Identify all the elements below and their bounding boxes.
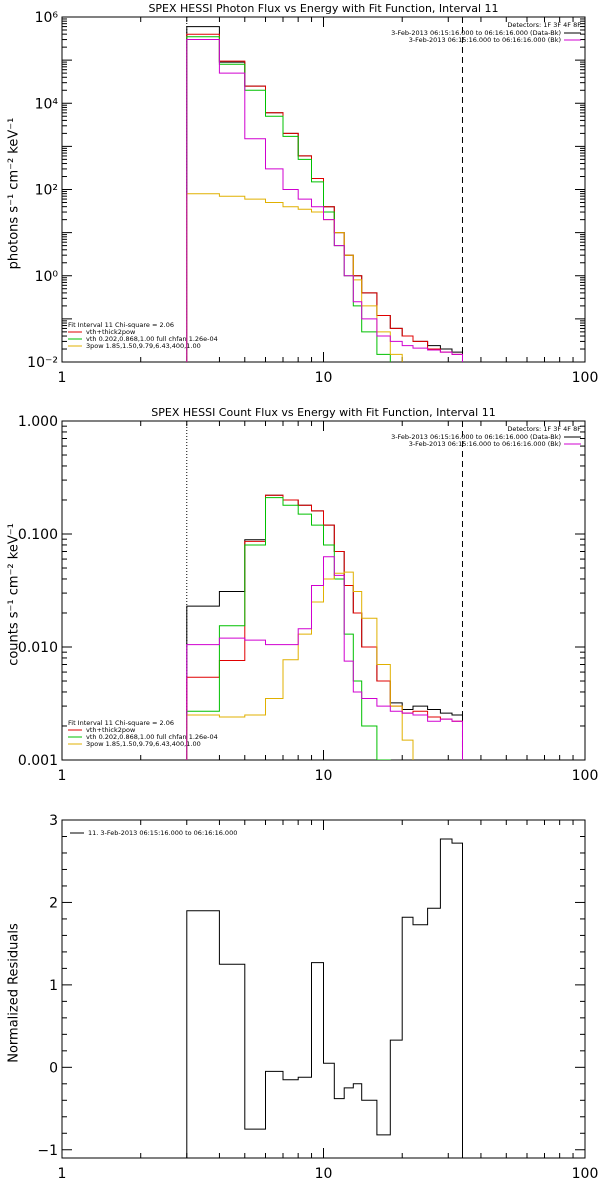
legend-header: Detectors: 1F 3F 4F 8F (507, 21, 581, 29)
photon-flux-panel: SPEX HESSI Photon Flux vs Energy with Fi… (7, 2, 599, 386)
y-tick-label: 0.100 (18, 527, 58, 543)
x-tick-label: 100 (572, 768, 599, 784)
y-tick-label: 10⁰ (35, 269, 59, 285)
x-tick-label: 100 (572, 370, 599, 386)
y-tick-label: 0 (49, 1060, 58, 1076)
y-tick-label: 0.001 (18, 753, 58, 769)
series-line-4 (186, 39, 463, 362)
legend-entry: 3pow 1.85,1.50,9.79,6.43,400,1.00 (86, 342, 201, 350)
series-line-0 (186, 838, 463, 1158)
legend-entry: 3pow 1.85,1.50,9.79,6.43,400,1.00 (86, 740, 201, 748)
x-tick-label: 10 (315, 768, 333, 784)
series-line-2 (186, 36, 391, 362)
x-tick-label: 1 (58, 768, 67, 784)
legend-entry: 3-Feb-2013 06:15:16.000 to 06:16:16.000 … (409, 440, 561, 448)
count-flux-panel: SPEX HESSI Count Flux vs Energy with Fit… (7, 406, 599, 784)
y-tick-label: 10⁻² (27, 355, 58, 371)
series-line-1 (186, 494, 463, 760)
x-tick-label: 100 (572, 1166, 599, 1182)
y-tick-label: −1 (37, 1143, 58, 1159)
series-line-3 (186, 571, 414, 760)
y-tick-label: 10² (35, 183, 58, 199)
y-axis-label: Normalized Residuals (7, 923, 22, 1063)
y-axis-label: counts s⁻¹ cm⁻² keV⁻¹ (7, 523, 22, 666)
y-tick-label: 10⁶ (35, 10, 59, 26)
x-tick-label: 10 (315, 370, 333, 386)
y-tick-label: 10⁴ (35, 96, 59, 112)
legend-entry: vth 0.202,0.868,1.00 full chfan 1.26e-04 (86, 733, 218, 741)
legend-entry: vth+thick2pow (86, 726, 136, 734)
legend-entry: vth+thick2pow (86, 328, 136, 336)
series-line-1 (186, 33, 463, 362)
legend-entry: 3-Feb-2013 06:15:16.000 to 06:16:16.000 … (391, 433, 561, 441)
x-tick-label: 1 (58, 1166, 67, 1182)
y-tick-label: 2 (49, 895, 58, 911)
y-tick-label: 1 (49, 978, 58, 994)
chart-title: SPEX HESSI Count Flux vs Energy with Fit… (151, 406, 495, 419)
y-tick-label: 3 (49, 813, 58, 829)
residuals-panel: Normalized Residuals 1 10 100 −1 0 1 2 3 11. 3-F… (7, 813, 599, 1182)
legend-entry: 3-Feb-2013 06:15:16.000 to 06:16:16.000 … (409, 36, 561, 44)
series-line-0 (186, 26, 463, 362)
legend-header: Fit Interval 11 Chi-square = 2.06 (68, 321, 174, 329)
series-line-2 (186, 497, 391, 760)
legend-entry: 11. 3-Feb-2013 06:15:16.000 to 06:16:16.… (88, 829, 237, 837)
x-tick-label: 10 (315, 1166, 333, 1182)
x-tick-label: 1 (58, 370, 67, 386)
series-line-0 (186, 494, 463, 760)
y-tick-label: 0.010 (18, 640, 58, 656)
y-tick-label: 1.000 (18, 414, 58, 430)
chart-title: SPEX HESSI Photon Flux vs Energy with Fi… (148, 2, 498, 15)
legend-header: Detectors: 1F 3F 4F 8F (507, 425, 581, 433)
legend-header: Fit Interval 11 Chi-square = 2.06 (68, 719, 174, 727)
legend-entry: vth 0.202,0.868,1.00 full chfan 1.26e-04 (86, 335, 218, 343)
y-axis-label: photons s⁻¹ cm⁻² keV⁻¹ (7, 118, 22, 270)
legend-entry: 3-Feb-2013 06:15:16.000 to 06:16:16.000 … (391, 29, 561, 37)
series-line-4 (186, 556, 463, 760)
